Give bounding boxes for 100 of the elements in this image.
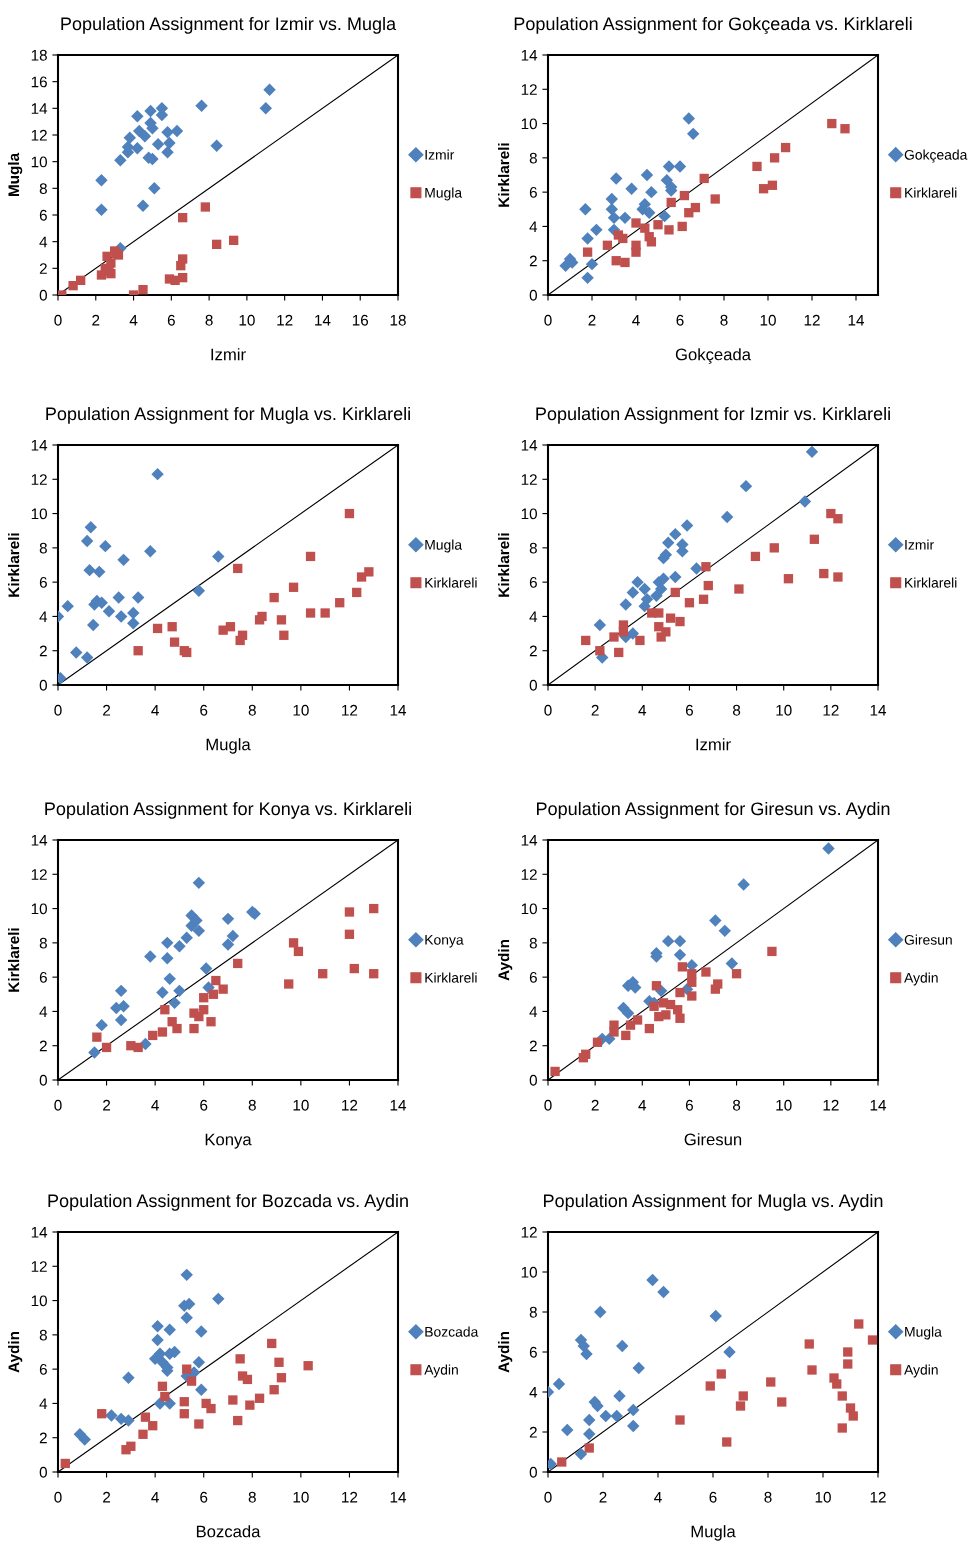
point — [867, 1335, 878, 1345]
point — [148, 1421, 158, 1431]
x-tick-label: 4 — [638, 1100, 647, 1111]
y-tick-label: 8 — [529, 152, 537, 164]
y-axis-title: Kirklareli — [8, 533, 20, 597]
x-tick-label: 8 — [720, 314, 728, 326]
chart-title: Population Assignment for Mugla vs. Kirklareli — [46, 406, 410, 424]
point — [805, 445, 819, 459]
point — [673, 948, 687, 962]
y-tick-label: 12 — [521, 84, 537, 95]
point — [152, 623, 163, 634]
point — [651, 981, 662, 991]
point — [293, 946, 304, 957]
point — [245, 1400, 255, 1410]
y-axis-title: Mugla — [7, 152, 23, 197]
point — [195, 1383, 208, 1396]
y-tick-label: 14 — [31, 1227, 48, 1238]
x-tick-label: 6 — [676, 314, 684, 326]
x-tick-label: 12 — [823, 1099, 839, 1111]
point — [284, 979, 294, 989]
x-tick-label: 6 — [685, 704, 694, 716]
y-tick-label: 8 — [529, 1306, 537, 1318]
x-tick-label: 4 — [654, 1492, 662, 1503]
x-tick-label: 18 — [390, 314, 406, 326]
x-tick-label: 14 — [315, 315, 331, 326]
point — [233, 1415, 243, 1426]
y-tick-label: 0 — [529, 289, 537, 301]
point — [114, 154, 127, 167]
point — [766, 1377, 776, 1387]
point — [734, 584, 744, 594]
y-tick-label: 0 — [529, 1466, 537, 1478]
point — [703, 580, 713, 591]
point — [722, 1437, 732, 1447]
point — [144, 104, 157, 118]
point — [180, 1268, 193, 1282]
point — [710, 194, 720, 204]
y-tick-label: 4 — [529, 221, 538, 232]
point — [122, 1371, 135, 1384]
x-tick-label: 14 — [390, 1492, 407, 1503]
point — [178, 273, 188, 283]
y-tick-label: 2 — [529, 645, 537, 657]
point — [172, 1023, 182, 1034]
point — [117, 553, 130, 567]
point — [138, 285, 148, 295]
point — [620, 257, 630, 268]
point — [720, 510, 734, 524]
point — [173, 940, 186, 953]
x-tick-label: 10 — [776, 704, 792, 716]
point — [690, 562, 703, 575]
point — [640, 223, 650, 233]
point — [798, 495, 812, 508]
chart-title: Population Assignment for Mugla vs. Aydin — [544, 1193, 883, 1211]
y-axis-title: Kirklareli — [498, 143, 510, 207]
chart-title: Population Assignment for Izmir vs. Kirklareli — [536, 406, 890, 424]
point — [112, 591, 125, 604]
point — [682, 112, 696, 125]
point — [70, 646, 83, 659]
point — [550, 1066, 560, 1077]
legend-label: Izmir — [425, 149, 455, 160]
point — [212, 550, 225, 563]
x-tick-label: 12 — [342, 1491, 358, 1503]
point — [167, 622, 177, 632]
point — [590, 223, 603, 237]
point — [666, 197, 676, 208]
point — [677, 221, 687, 232]
x-tick-label: 8 — [732, 1099, 741, 1111]
x-tick-label: 10 — [239, 314, 255, 326]
x-tick-label: 2 — [103, 704, 111, 716]
y-tick-label: 8 — [529, 542, 537, 554]
point — [182, 1364, 192, 1374]
point — [618, 627, 629, 637]
point — [627, 1419, 640, 1433]
point — [225, 622, 236, 632]
point — [151, 467, 164, 481]
point — [218, 984, 228, 994]
point — [136, 199, 150, 212]
point — [621, 1006, 635, 1020]
point — [189, 1023, 199, 1034]
x-tick-label: 4 — [151, 705, 159, 716]
point — [78, 1433, 91, 1446]
point — [685, 958, 698, 972]
point — [192, 1356, 206, 1369]
point — [148, 182, 161, 195]
point — [194, 1419, 204, 1429]
y-tick-label: 12 — [31, 1261, 47, 1272]
x-tick-label: 14 — [870, 705, 887, 716]
legend-label: Aydin — [904, 1364, 938, 1378]
x-tick-label: 8 — [205, 314, 213, 326]
point — [274, 1357, 284, 1367]
point — [123, 131, 136, 144]
point — [646, 237, 657, 247]
point — [352, 587, 362, 598]
point — [662, 160, 676, 173]
point — [822, 842, 835, 855]
point — [305, 551, 316, 562]
point — [585, 257, 599, 271]
point — [68, 281, 78, 291]
point — [581, 271, 594, 285]
point — [144, 545, 157, 558]
point — [579, 203, 592, 216]
